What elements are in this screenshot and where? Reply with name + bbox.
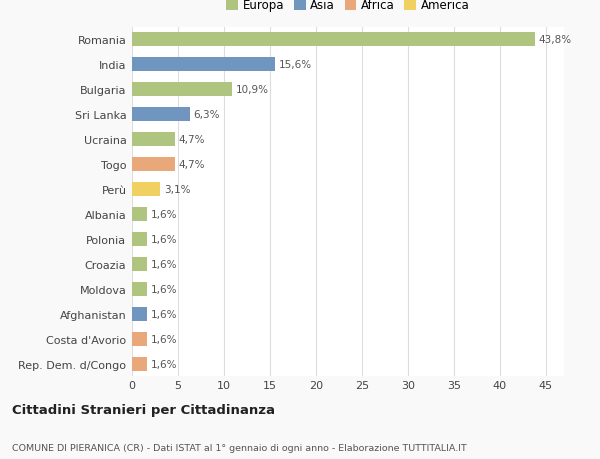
- Text: 3,1%: 3,1%: [164, 185, 191, 195]
- Text: 1,6%: 1,6%: [151, 284, 177, 294]
- Text: 1,6%: 1,6%: [151, 235, 177, 244]
- Bar: [132, 58, 275, 72]
- Bar: [132, 33, 535, 47]
- Bar: [132, 83, 232, 97]
- Text: COMUNE DI PIERANICA (CR) - Dati ISTAT al 1° gennaio di ogni anno - Elaborazione : COMUNE DI PIERANICA (CR) - Dati ISTAT al…: [12, 443, 467, 452]
- Bar: [132, 307, 147, 321]
- Text: 4,7%: 4,7%: [179, 160, 205, 169]
- Bar: [132, 133, 175, 146]
- Bar: [132, 357, 147, 371]
- Bar: [132, 257, 147, 271]
- Bar: [132, 207, 147, 221]
- Bar: [132, 282, 147, 296]
- Text: 1,6%: 1,6%: [151, 259, 177, 269]
- Bar: [132, 232, 147, 246]
- Bar: [132, 183, 160, 196]
- Text: 6,3%: 6,3%: [194, 110, 220, 120]
- Bar: [132, 332, 147, 346]
- Text: 4,7%: 4,7%: [179, 134, 205, 145]
- Text: 43,8%: 43,8%: [538, 35, 571, 45]
- Text: 1,6%: 1,6%: [151, 309, 177, 319]
- Text: 1,6%: 1,6%: [151, 334, 177, 344]
- Text: 1,6%: 1,6%: [151, 209, 177, 219]
- Legend: Europa, Asia, Africa, America: Europa, Asia, Africa, America: [224, 0, 472, 15]
- Bar: [132, 158, 175, 171]
- Bar: [132, 108, 190, 122]
- Text: 10,9%: 10,9%: [236, 85, 269, 95]
- Text: 15,6%: 15,6%: [279, 60, 312, 70]
- Text: Cittadini Stranieri per Cittadinanza: Cittadini Stranieri per Cittadinanza: [12, 403, 275, 416]
- Text: 1,6%: 1,6%: [151, 359, 177, 369]
